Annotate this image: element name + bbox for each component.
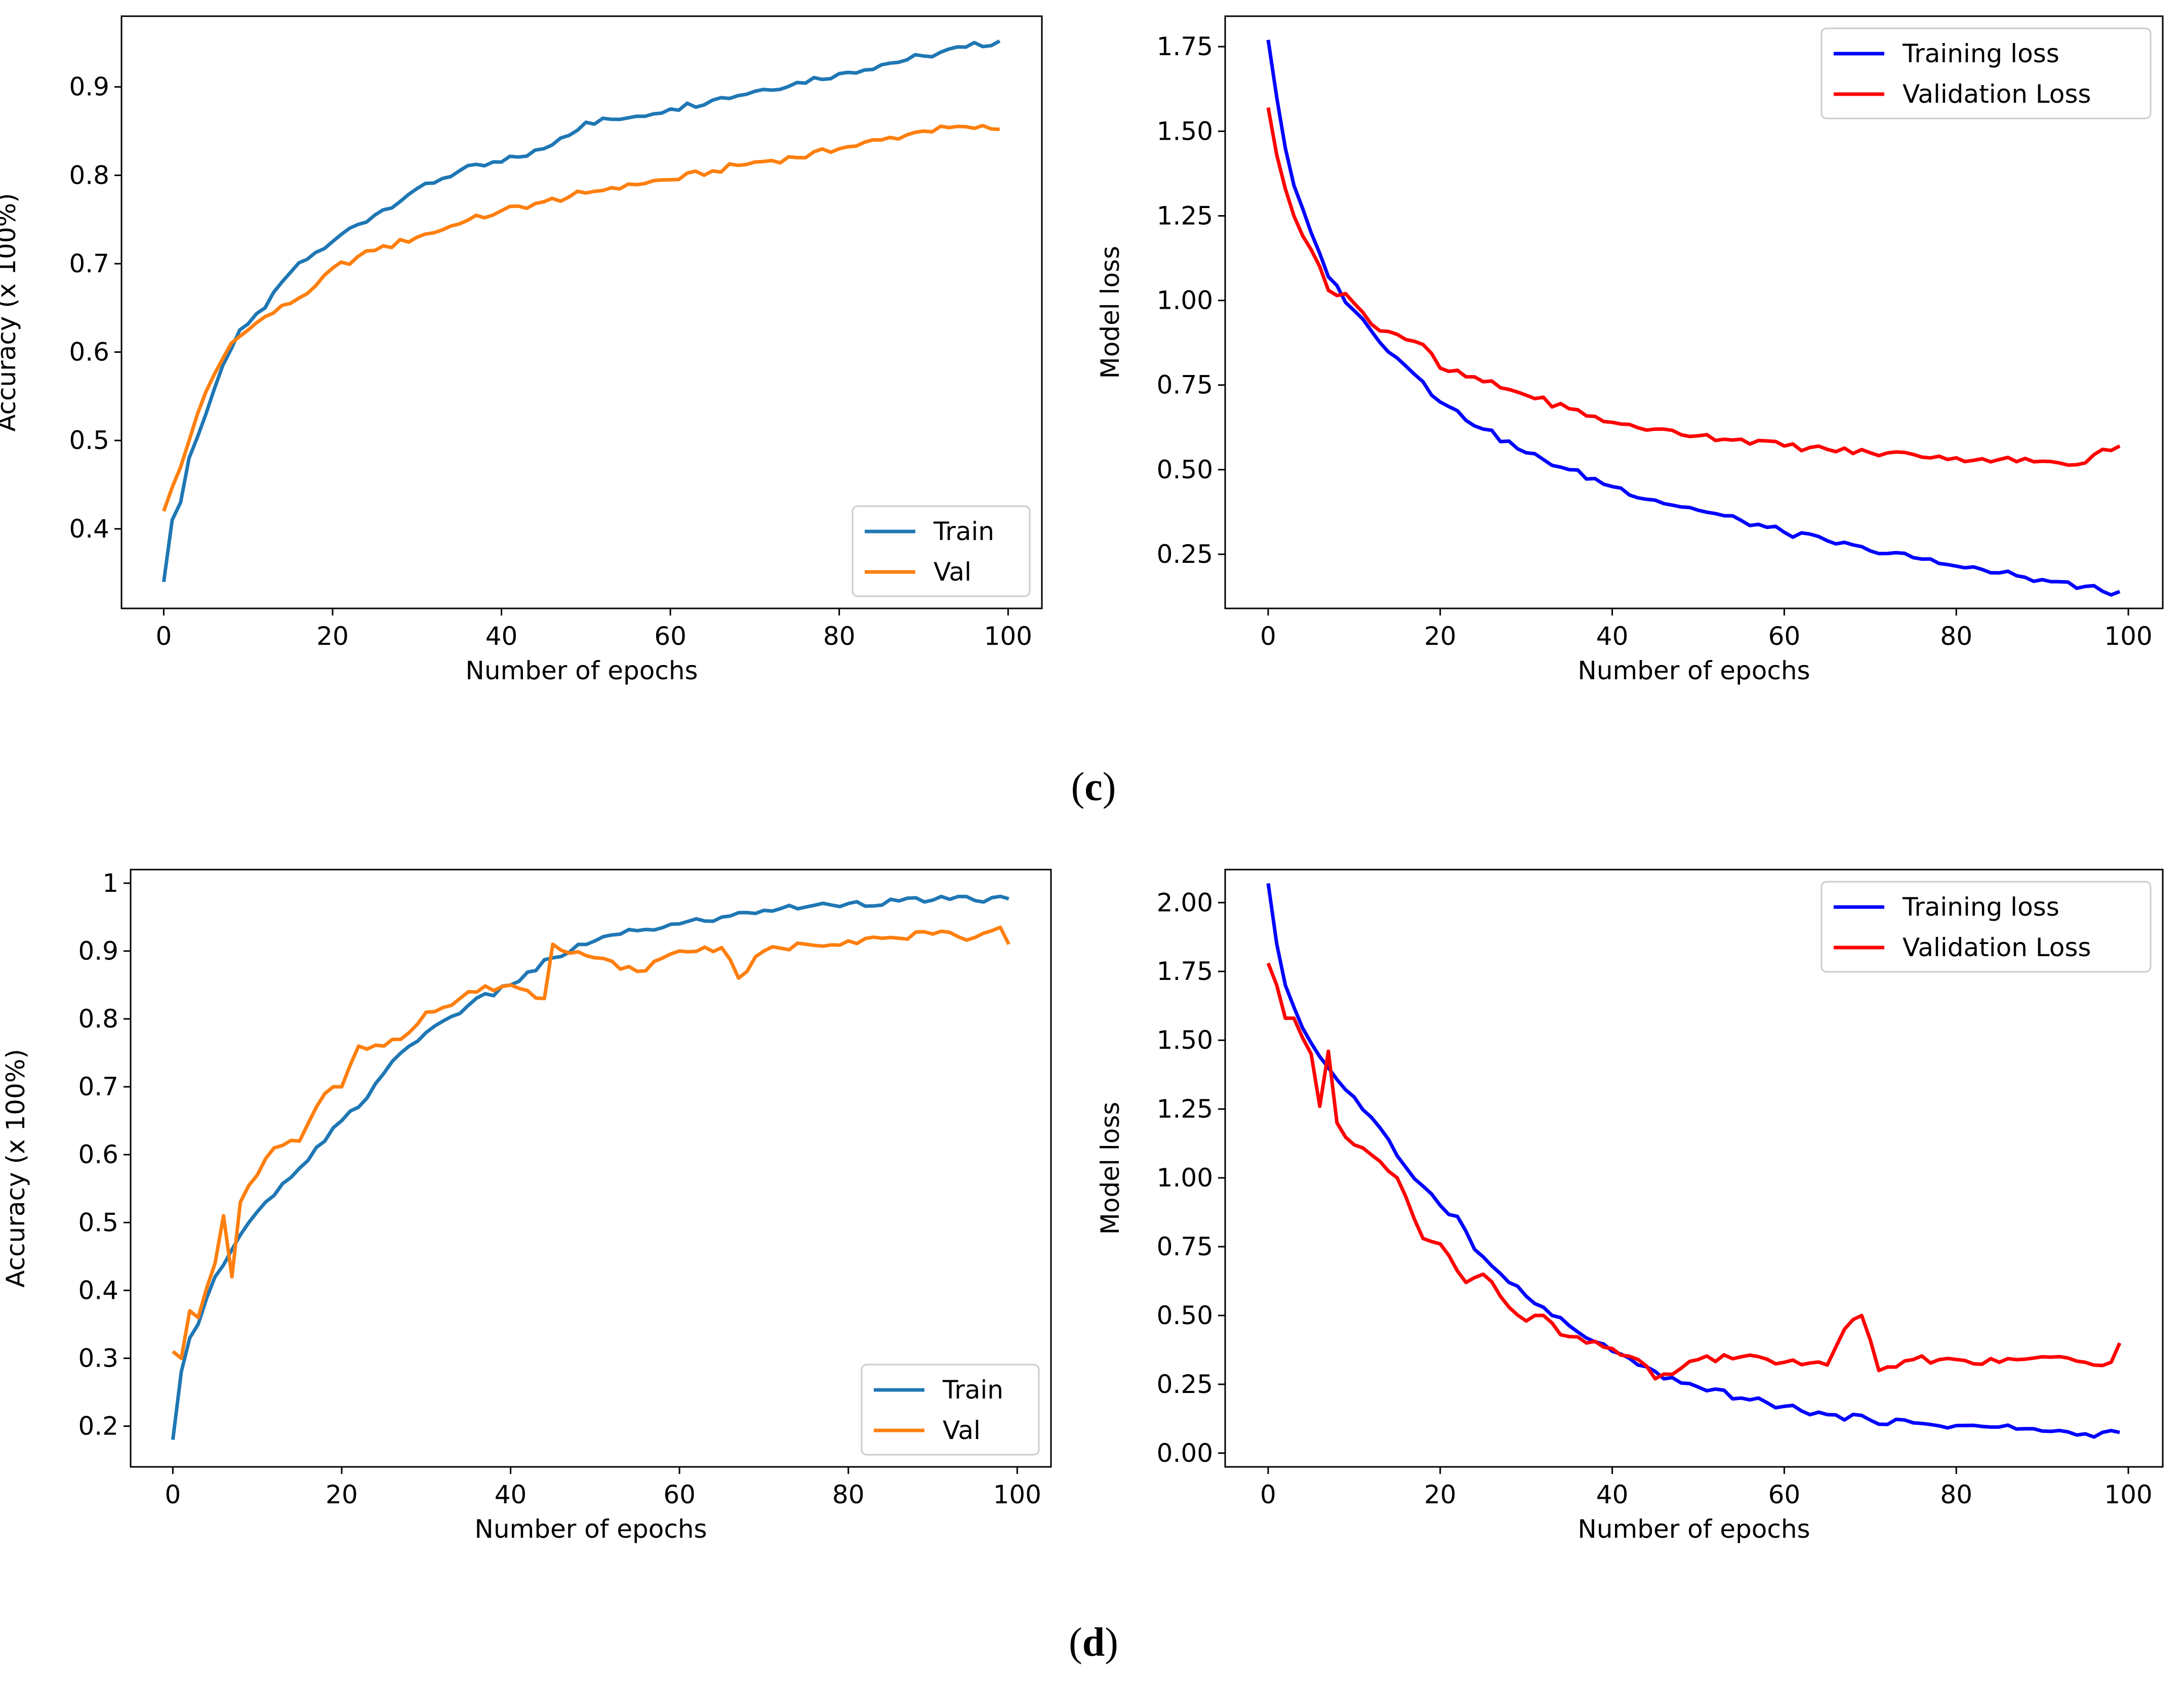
x-tick-label: 60 [1768, 1480, 1801, 1509]
legend-label: Train [933, 517, 994, 546]
y-tick-label: 0.7 [78, 1072, 118, 1101]
chart-d-loss: 0 20 40 60 80 100 0.00 0.25 0.50 0.75 1.00 1.25 1.50… [1096, 869, 2164, 1544]
x-tick-label: 0 [1260, 1480, 1276, 1509]
legend: Training loss Validation Loss [1821, 27, 2152, 119]
legend: Train Val [861, 1364, 1040, 1456]
legend-label: Training loss [1902, 892, 2059, 922]
y-tick-label: 0.2 [78, 1412, 118, 1441]
axes-frame [120, 15, 1043, 609]
y-tick-label: 0.50 [1157, 1301, 1213, 1330]
y-tick-label: 2.00 [1157, 888, 1213, 917]
caption-c: (c) [1071, 765, 1116, 809]
x-tick-label: 40 [486, 622, 518, 651]
legend-label: Validation Loss [1903, 933, 2091, 962]
legend-box [1821, 27, 2152, 119]
legend-label: Val [943, 1416, 981, 1445]
x-tick-label: 80 [832, 1480, 865, 1509]
x-tick-label: 20 [326, 1480, 358, 1509]
chart-c-loss: 0 20 40 60 80 100 0.25 0.50 0.75 1.00 1.25 1.50 1.75… [1096, 15, 2164, 685]
series-line-train [171, 894, 1009, 1440]
y-tick-label: 1 [102, 869, 118, 898]
y-tick-label: 1.25 [1157, 201, 1213, 230]
y-tick-label: 1.00 [1157, 286, 1213, 315]
y-axis-label: Accuracy (x 100%) [1, 1049, 30, 1288]
series-line-validation-loss [1266, 107, 2121, 467]
legend: Train Val [852, 505, 1031, 597]
y-tick-label: 0.4 [69, 514, 109, 544]
x-tick-label: 40 [495, 1480, 527, 1509]
x-tick-label: 80 [1940, 1480, 1972, 1509]
series-line-validation-loss [1266, 962, 2122, 1381]
y-tick-label: 1.50 [1157, 116, 1213, 146]
x-tick-label: 80 [1940, 622, 1972, 651]
y-tick-label: 1.50 [1157, 1025, 1213, 1055]
y-tick-label: 0.7 [69, 249, 109, 278]
legend: Training loss Validation Loss [1821, 881, 2152, 973]
x-tick-label: 60 [663, 1480, 696, 1509]
caption-d-label: d [1082, 1620, 1105, 1665]
caption-c-label: c [1084, 765, 1103, 809]
y-tick-label: 0.6 [69, 338, 109, 367]
y-tick-label: 0.9 [78, 936, 118, 966]
axes-frame [1224, 869, 2164, 1468]
x-tick-label: 60 [654, 622, 686, 651]
y-tick-label: 0.5 [78, 1208, 118, 1237]
x-axis-label: Number of epochs [465, 656, 698, 685]
x-tick-label: 0 [1260, 622, 1276, 651]
y-tick-label: 0.5 [69, 426, 109, 455]
series-line-train [161, 39, 1001, 583]
series-line-val [172, 925, 1010, 1360]
y-axis-label: Accuracy (x 100%) [0, 193, 21, 432]
x-axis-label: Number of epochs [1578, 1514, 1810, 1544]
x-tick-label: 40 [1596, 1480, 1629, 1509]
legend-label: Val [934, 557, 972, 587]
series-line-training-loss [1266, 39, 2121, 597]
x-tick-label: 0 [155, 622, 172, 651]
y-tick-label: 0.00 [1157, 1439, 1213, 1468]
series-line-val [162, 124, 1000, 512]
y-tick-label: 0.8 [78, 1004, 118, 1034]
y-axis-label: Model loss [1096, 1102, 1125, 1235]
y-tick-label: 0.50 [1157, 455, 1213, 484]
y-tick-label: 0.9 [69, 72, 109, 102]
x-tick-label: 80 [823, 622, 856, 651]
legend-box [1821, 881, 2152, 973]
y-tick-label: 0.75 [1157, 371, 1213, 400]
y-tick-label: 1.75 [1157, 32, 1213, 61]
y-tick-label: 1.25 [1157, 1094, 1213, 1124]
axes-frame [1224, 15, 2164, 609]
legend-label: Training loss [1902, 39, 2059, 68]
y-axis-label: Model loss [1096, 246, 1125, 379]
legend-label: Train [942, 1375, 1003, 1405]
y-tick-label: 1.75 [1157, 957, 1213, 986]
x-tick-label: 100 [993, 1480, 1041, 1509]
x-tick-label: 60 [1768, 622, 1801, 651]
x-tick-label: 20 [316, 622, 349, 651]
x-tick-label: 0 [165, 1480, 181, 1509]
y-tick-label: 0.75 [1157, 1232, 1213, 1261]
x-tick-label: 100 [984, 622, 1032, 651]
y-tick-label: 1.00 [1157, 1163, 1213, 1193]
series-line-training-loss [1266, 883, 2120, 1439]
x-tick-label: 100 [2104, 1480, 2152, 1509]
y-tick-label: 0.3 [78, 1343, 118, 1373]
chart-c-accuracy: 0 20 40 60 80 100 0.4 0.5 0.6 0.7 0.8 0.9 Number of … [0, 15, 1043, 685]
axes-frame [130, 869, 1052, 1468]
x-tick-label: 40 [1596, 622, 1629, 651]
x-axis-label: Number of epochs [1578, 656, 1810, 685]
chart-d-accuracy: 0 20 40 60 80 100 0.2 0.3 0.4 0.5 0.6 0.7 0.8 0.9 1 Num… [1, 869, 1052, 1544]
x-tick-label: 20 [1424, 1480, 1457, 1509]
caption-d: (d) [1069, 1620, 1118, 1665]
x-tick-label: 20 [1424, 622, 1457, 651]
legend-label: Validation Loss [1903, 79, 2091, 109]
y-tick-label: 0.25 [1157, 540, 1213, 569]
y-tick-label: 0.25 [1157, 1370, 1213, 1399]
x-axis-label: Number of epochs [474, 1514, 707, 1544]
y-tick-label: 0.4 [78, 1276, 118, 1305]
y-tick-label: 0.6 [78, 1140, 118, 1169]
x-tick-label: 100 [2104, 622, 2152, 651]
y-tick-label: 0.8 [69, 160, 109, 190]
